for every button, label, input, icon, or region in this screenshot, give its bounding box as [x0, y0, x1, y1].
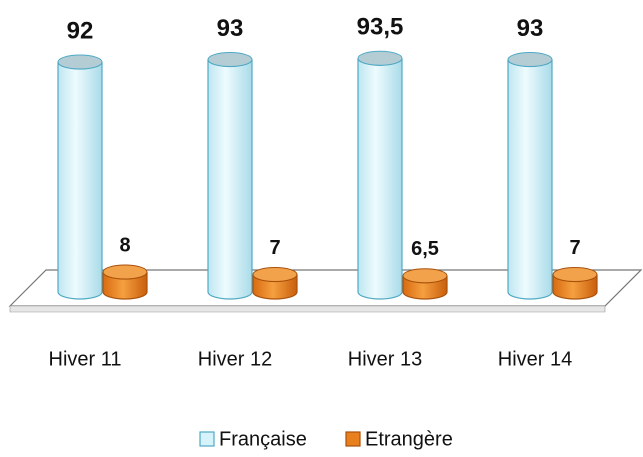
floor-edge [9, 305, 606, 313]
legend-label: Etrangère [365, 428, 453, 450]
value-label: 8 [119, 234, 130, 256]
value-label: 93,5 [357, 14, 404, 41]
bar [57, 61, 103, 300]
bar-top [207, 52, 253, 67]
bar-top [102, 264, 148, 280]
legend-swatch [199, 431, 215, 447]
value-label: 92 [67, 17, 94, 44]
bar-top [357, 50, 403, 66]
value-label: 93 [217, 15, 244, 42]
value-label: 6,5 [411, 238, 439, 260]
bar-top [57, 54, 103, 70]
x-tick-label: Hiver 13 [348, 348, 422, 370]
bar-top [402, 268, 448, 284]
bar [207, 59, 253, 300]
x-tick-label: Hiver 11 [49, 348, 122, 370]
bar [507, 59, 553, 300]
bar [357, 58, 403, 300]
value-label: 7 [569, 237, 580, 259]
legend-swatch [345, 431, 361, 447]
value-label: 7 [269, 237, 280, 259]
legend-label: Française [219, 428, 307, 450]
x-tick-label: Hiver 14 [498, 348, 572, 370]
bar-top [507, 52, 553, 67]
bar-top [252, 267, 298, 282]
value-label: 93 [517, 15, 544, 42]
x-tick-label: Hiver 12 [198, 348, 272, 370]
bar-top [552, 267, 598, 282]
